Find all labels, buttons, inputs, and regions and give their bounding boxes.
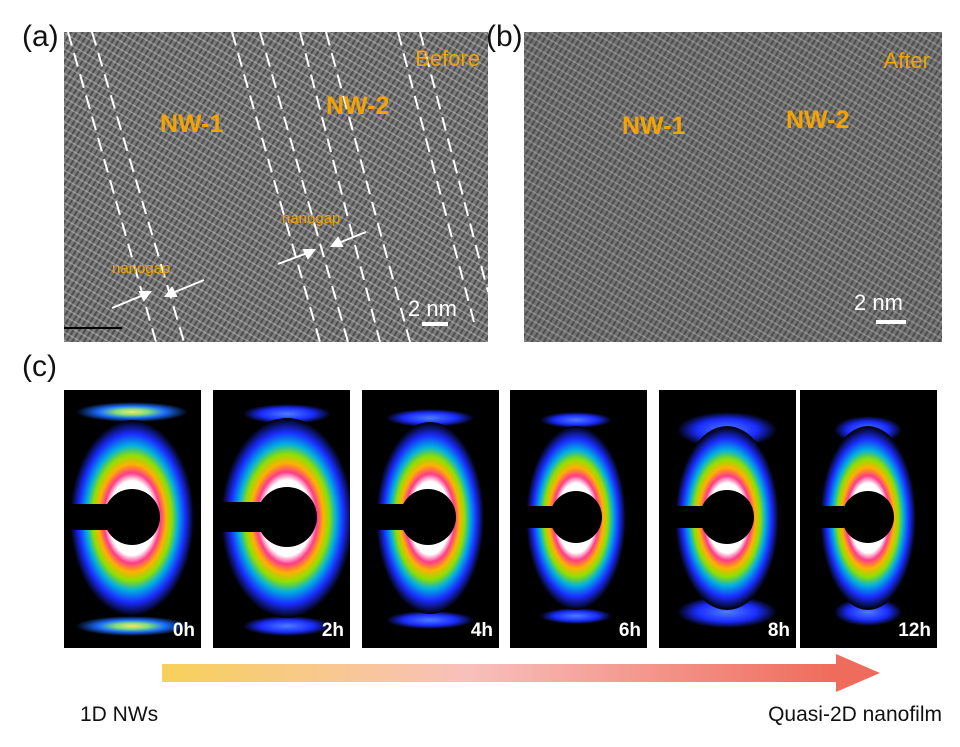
saxs-pattern-12h: 12h xyxy=(800,390,937,648)
start-label: 1D NWs xyxy=(80,703,159,726)
scale-label-after: 2 nm xyxy=(854,290,903,315)
nw1-label-before: NW-1 xyxy=(160,110,224,138)
saxs-pattern-8h: 8h xyxy=(659,390,796,648)
scale-bar-after xyxy=(876,320,906,324)
time-label-0h: 0h xyxy=(172,620,195,641)
tem-lattice-before xyxy=(64,32,488,342)
nanogap-label-1: nanogap xyxy=(112,260,171,277)
time-label-6h: 6h xyxy=(618,620,641,641)
tem-image-after: After NW-1 NW-2 2 nm xyxy=(524,32,942,342)
time-label-12h: 12h xyxy=(898,620,931,641)
after-tag: After xyxy=(883,48,930,73)
end-label: Quasi-2D nanofilm xyxy=(768,703,942,726)
time-label-2h: 2h xyxy=(321,620,344,641)
tem-lattice-after xyxy=(524,32,942,342)
panel-a-letter: (a) xyxy=(22,20,59,53)
scale-bar-before xyxy=(422,322,448,326)
saxs-pattern-0h: 0h xyxy=(64,390,201,648)
saxs-pattern-2h: 2h xyxy=(213,390,350,648)
panel-c-letter: (c) xyxy=(22,350,57,383)
saxs-pattern-6h: 6h xyxy=(510,390,647,648)
time-label-4h: 4h xyxy=(470,620,493,641)
before-tag: Before xyxy=(415,46,480,71)
scale-label-before: 2 nm xyxy=(408,296,457,321)
nw2-label-before: NW-2 xyxy=(326,92,390,120)
panel-b-letter: (b) xyxy=(486,20,523,53)
nanogap-label-2: nanogap xyxy=(282,210,341,227)
nw2-label-after: NW-2 xyxy=(786,106,850,134)
time-label-8h: 8h xyxy=(767,620,790,641)
nw1-label-after: NW-1 xyxy=(622,112,686,140)
saxs-pattern-4h: 4h xyxy=(362,390,499,648)
tem-image-before: Before NW-1 NW-2 nanogap nanogap 2 nm xyxy=(64,32,488,342)
evolution-arrow xyxy=(162,654,880,692)
